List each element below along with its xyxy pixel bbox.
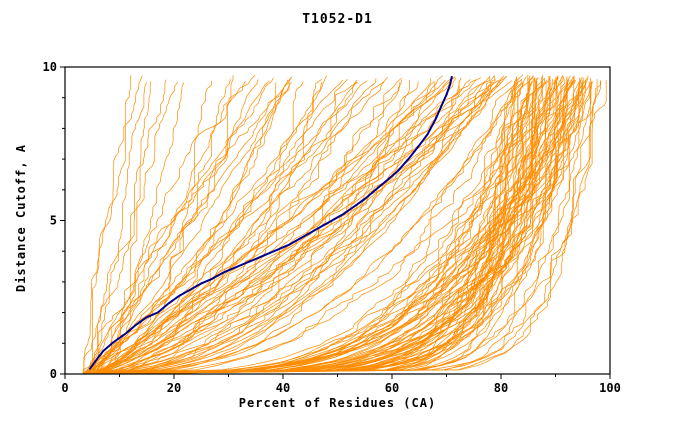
ensemble-curve <box>83 79 411 374</box>
ensemble-curve <box>92 81 151 374</box>
x-tick-label: 0 <box>61 381 68 395</box>
y-tick-label: 0 <box>50 367 57 381</box>
ensemble-curve <box>94 82 401 374</box>
ensemble-curve <box>87 75 571 374</box>
ensemble-curve <box>92 75 575 374</box>
ensemble-curve <box>90 78 554 374</box>
ensemble-curve <box>91 77 403 374</box>
ensemble-curve <box>91 76 551 374</box>
ensemble-curve <box>92 77 454 374</box>
ensemble-curve <box>86 76 568 374</box>
ensemble-curve <box>98 76 491 374</box>
ensemble-curve <box>90 76 293 374</box>
ensemble-curve <box>91 79 447 374</box>
ensemble-curve <box>81 81 493 374</box>
ensemble-curve <box>93 80 517 374</box>
ensemble-curve <box>94 81 594 374</box>
x-tick-label: 80 <box>494 381 508 395</box>
ensemble-curve <box>90 80 576 374</box>
ensemble-curve <box>89 79 586 374</box>
ensemble-curve <box>87 81 568 374</box>
ensemble-curve <box>87 80 607 374</box>
ensemble-curve <box>94 75 507 374</box>
ensemble-curve <box>83 75 143 374</box>
ensemble-curve <box>93 77 274 374</box>
ensemble-curve <box>93 78 432 374</box>
ensemble-curve <box>90 78 551 374</box>
ensemble-curve <box>88 79 259 374</box>
ensemble-curve <box>82 81 385 374</box>
chart-title: T1052-D1 <box>302 12 373 27</box>
ensemble-curve <box>86 79 496 374</box>
ensemble-curve <box>92 78 536 374</box>
ensemble-curve <box>86 75 529 374</box>
y-tick-label: 10 <box>43 60 57 74</box>
ensemble-curve <box>89 76 491 374</box>
ensemble-curve <box>84 77 292 374</box>
ensemble-curve <box>85 78 348 374</box>
ensemble-curve <box>97 79 582 374</box>
ensemble-curve <box>92 82 583 374</box>
ensemble-curve <box>87 78 522 374</box>
x-tick-label: 40 <box>276 381 290 395</box>
ensemble-curve <box>82 81 292 374</box>
y-tick-label: 5 <box>50 214 57 228</box>
ensemble-curve <box>94 80 270 374</box>
ensemble-curve <box>88 82 148 374</box>
ensemble-curve <box>85 77 457 374</box>
ensemble-curve <box>95 81 575 374</box>
ensemble-curve <box>87 77 535 374</box>
x-tick-label: 100 <box>599 381 621 395</box>
ensemble-curve <box>96 81 304 374</box>
plot-border <box>64 66 611 375</box>
ensemble-curve <box>98 79 403 374</box>
ensemble-curve <box>94 77 584 374</box>
ensemble-curve <box>85 77 591 374</box>
ensemble-curve <box>82 75 589 374</box>
ensemble-curve <box>82 79 231 374</box>
ensemble-curve <box>94 79 167 374</box>
ensemble-curve <box>90 80 368 374</box>
ensemble-curve <box>89 76 507 374</box>
ensemble-curve <box>90 80 290 374</box>
ensemble-curve <box>91 77 581 374</box>
ensemble-curve <box>87 79 522 374</box>
ensemble-curve <box>82 78 537 374</box>
ensemble-curve <box>97 81 419 374</box>
ensemble-curve <box>90 80 601 374</box>
x-tick-label: 60 <box>385 381 399 395</box>
ensemble-curve <box>84 82 185 374</box>
ensemble-curve <box>92 78 545 374</box>
ensemble-curve <box>92 77 574 374</box>
ensemble-curve <box>92 74 524 374</box>
ensemble-curve <box>96 78 377 374</box>
ensemble-curve <box>92 75 559 374</box>
ensemble-curve <box>91 79 358 374</box>
x-axis-title: Percent of Residues (CA) <box>238 396 437 410</box>
ensemble-curve <box>96 75 327 374</box>
ensemble-curve <box>82 76 558 374</box>
ensemble-curve <box>89 81 524 374</box>
ensemble-curve <box>82 81 435 374</box>
ensemble-curve <box>91 82 524 374</box>
reference-curve <box>88 75 453 370</box>
curves-layer <box>81 74 607 374</box>
x-tick-label: 20 <box>167 381 181 395</box>
ensemble-curve <box>94 76 559 374</box>
ensemble-curve <box>99 75 256 374</box>
ensemble-curve <box>88 80 460 374</box>
ensemble-curve <box>91 79 587 374</box>
ensemble-curve <box>96 81 246 374</box>
ensemble-curve <box>93 82 524 374</box>
ensemble-curve <box>95 81 358 374</box>
ensemble-curve <box>87 77 588 374</box>
ensemble-curve <box>81 75 495 374</box>
ensemble-curve <box>94 78 566 374</box>
